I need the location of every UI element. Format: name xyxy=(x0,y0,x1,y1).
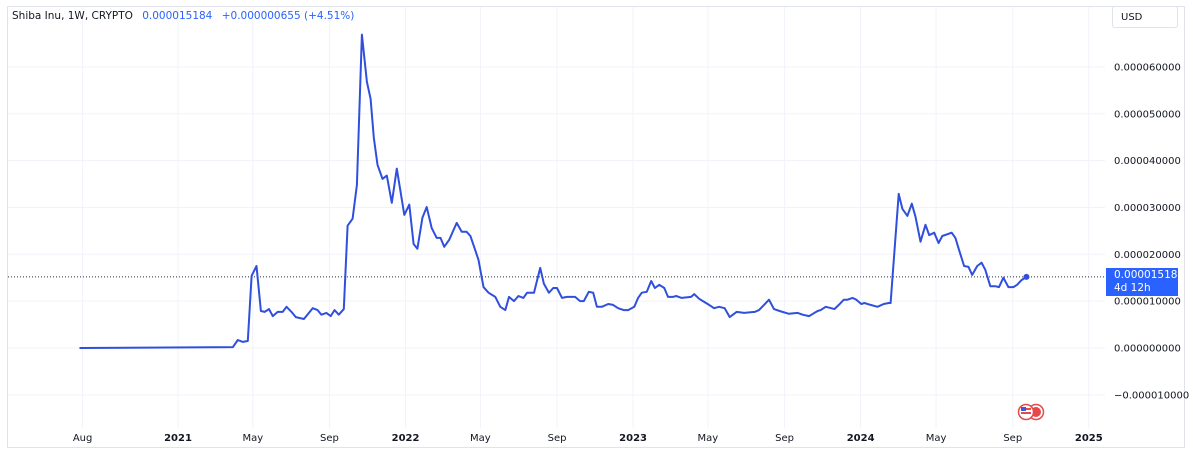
price-change: +0.000000655 (+4.51%) xyxy=(221,10,355,22)
symbol-title: Shiba Inu, 1W, CRYPTO xyxy=(12,10,133,22)
y-tick-label: 0.000010000 xyxy=(1114,297,1181,308)
x-tick-label: 2025 xyxy=(1075,433,1103,444)
x-tick-label: Sep xyxy=(1003,433,1022,444)
x-tick-label: Sep xyxy=(320,433,339,444)
chart-frame xyxy=(7,6,1185,448)
last-price-value: 0.000015184 xyxy=(142,10,213,22)
last-price-label: 0.000015184 4d 12h xyxy=(1106,268,1185,296)
y-tick-label: 0.000030000 xyxy=(1114,203,1181,214)
y-tick-label: 0.000050000 xyxy=(1114,109,1181,120)
x-tick-label: May xyxy=(926,433,947,444)
y-axis-labels: 0.000060000 0.000050000 0.000040000 0.00003… xyxy=(1114,62,1189,401)
y-tick-label: −0.000010000 xyxy=(1114,390,1189,401)
last-price-dot xyxy=(1023,273,1030,280)
y-tick-label: 0.000020000 xyxy=(1114,250,1181,261)
x-tick-label: 2023 xyxy=(619,433,647,444)
bar-countdown: 4d 12h xyxy=(1114,282,1151,294)
last-price-label-value: 0.000015184 xyxy=(1114,269,1185,281)
x-tick-label: May xyxy=(242,433,263,444)
x-tick-label: 2024 xyxy=(847,433,875,444)
horizontal-gridlines xyxy=(8,66,1105,396)
price-series-line[interactable] xyxy=(79,33,1028,349)
x-tick-label: Aug xyxy=(73,433,93,444)
y-tick-label: 0.000000000 xyxy=(1114,344,1181,355)
us-flag-economic-events-icon[interactable] xyxy=(1017,403,1045,421)
y-tick-label: 0.000060000 xyxy=(1114,62,1181,73)
x-axis-labels: Aug 2021 May Sep 2022 May Sep 2023 May Sep 2024 May… xyxy=(73,433,1103,444)
symbol-legend: Shiba Inu, 1W, CRYPTO 0.000015184 +0.000… xyxy=(12,10,354,22)
vertical-gridlines xyxy=(82,7,1090,428)
y-tick-label: 0.000040000 xyxy=(1114,156,1181,167)
x-tick-label: 2021 xyxy=(164,433,192,444)
x-tick-label: May xyxy=(470,433,491,444)
x-tick-label: 2022 xyxy=(392,433,420,444)
x-tick-label: Sep xyxy=(548,433,567,444)
currency-button[interactable]: USD xyxy=(1112,6,1178,28)
x-tick-label: May xyxy=(698,433,719,444)
x-tick-label: Sep xyxy=(775,433,794,444)
